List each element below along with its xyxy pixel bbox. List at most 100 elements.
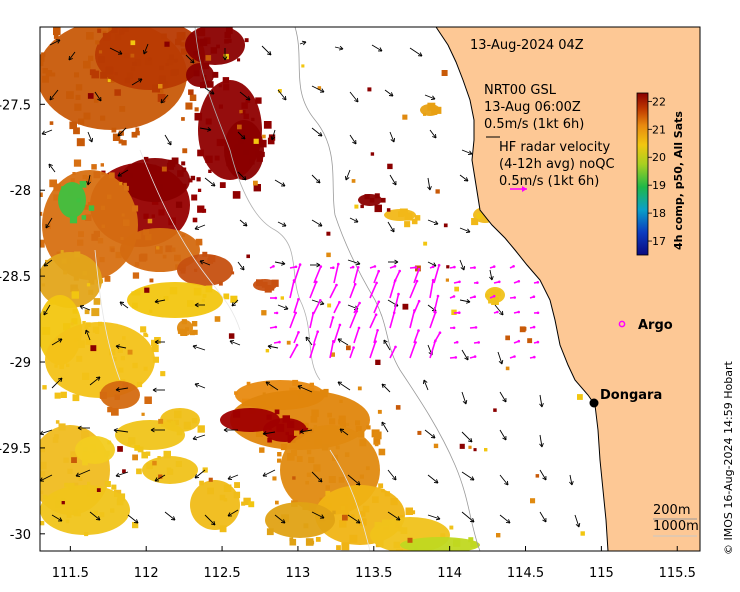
current-arrow (461, 431, 473, 443)
radar-vector-shaft (369, 341, 377, 359)
radar-vector (313, 299, 322, 314)
current-arrow-head (199, 259, 205, 265)
sst-pixel (365, 466, 370, 471)
radar-vector (369, 265, 377, 269)
sst-pixel (180, 268, 186, 274)
radar-vector-tip (393, 279, 397, 282)
sst-pixel (246, 254, 250, 259)
sst-pixel (377, 409, 382, 414)
current-arrow-head (460, 265, 466, 271)
current-arrow-shaft (297, 385, 313, 393)
sst-pixel (164, 95, 169, 100)
sst-pixel (190, 175, 196, 181)
sst-pixel (123, 182, 127, 187)
sst-pixel (164, 41, 170, 47)
current-arrow (51, 338, 63, 346)
current-arrow-head (383, 339, 388, 345)
current-arrow-shaft (459, 227, 471, 233)
sst-pixel (151, 345, 159, 353)
sst-pixel (374, 204, 382, 213)
current-arrow (89, 376, 101, 386)
current-arrow-shaft (185, 54, 195, 64)
current-arrow-head (352, 139, 357, 145)
radar-vector (353, 301, 361, 314)
sst-pixel (187, 300, 194, 307)
current-arrow (311, 219, 323, 227)
current-arrow-shaft (569, 474, 573, 486)
sst-pixel (69, 121, 77, 130)
y-tick-label: -30 (10, 528, 31, 543)
radar-vector-tip (377, 300, 381, 304)
current-arrow-shaft (127, 514, 139, 524)
isobath-line (94, 249, 121, 381)
sst-pixel (90, 345, 97, 352)
current-arrow-head (115, 344, 120, 349)
current-arrow (239, 91, 251, 101)
sst-pixel (165, 63, 169, 66)
current-arrow-shaft (43, 304, 51, 316)
sst-pixel (317, 86, 322, 90)
current-arrow-head (433, 479, 439, 484)
sst-pixel (185, 102, 193, 110)
sst-pixel (71, 457, 77, 463)
sst-pixel (116, 498, 124, 506)
sst-pixel (194, 112, 203, 121)
sst-pixel (162, 254, 167, 259)
sst-pixel (192, 217, 198, 223)
sst-pixel (374, 521, 381, 529)
current-arrow-head (435, 515, 441, 521)
current-arrow (154, 339, 165, 345)
sst-pixel (102, 32, 111, 41)
current-arrow (192, 434, 206, 441)
radar-vector-tip (353, 282, 357, 286)
current-arrow-shaft (389, 131, 395, 143)
sst-pixel (144, 287, 150, 293)
sst-pixel (193, 287, 202, 296)
sst-pixel (473, 448, 477, 452)
sst-pixel (151, 214, 155, 218)
current-arrow-shaft (271, 129, 276, 141)
sst-pixel (92, 449, 97, 453)
sst-pixel (132, 61, 137, 66)
sst-pixel (107, 440, 112, 445)
sst-pixel (20, 466, 24, 470)
sst-pixel (180, 329, 187, 336)
current-arrow-shaft (115, 471, 129, 477)
radar-vector (289, 311, 298, 329)
sst-pixel (302, 427, 309, 434)
sst-pixel (530, 498, 536, 504)
radar-vector (269, 265, 275, 269)
radar-vector-tip (393, 264, 397, 268)
current-arrow-shaft (227, 509, 239, 517)
current-arrow-shaft (48, 163, 56, 173)
sst-pixel (122, 336, 126, 340)
sst-pixel (411, 218, 418, 225)
sst-patch (120, 158, 190, 202)
current-arrow-head (170, 516, 176, 521)
current-arrow-head (152, 387, 157, 393)
sst-pixel (302, 503, 309, 510)
sst-pixel (89, 69, 96, 76)
radar-vector-tip (297, 331, 300, 334)
sst-pixel (101, 224, 106, 229)
current-arrow (117, 127, 127, 137)
radar-vector-tip (436, 294, 440, 298)
sst-pixel (72, 394, 80, 402)
sst-pixel (281, 514, 289, 523)
x-tick-label: 114.5 (507, 566, 544, 581)
sst-pixel (413, 546, 418, 551)
current-arrow-head (337, 381, 343, 386)
sst-pixel (198, 241, 203, 246)
sst-pixel (384, 491, 390, 497)
current-arrow-head (433, 220, 439, 226)
sst-pixel (310, 415, 318, 423)
isobath-1000m-label: 1000m (653, 519, 699, 534)
sst-pixel (255, 150, 262, 157)
current-arrow (223, 427, 238, 433)
current-arrow-shaft (194, 383, 206, 389)
sst-pixel (152, 356, 159, 363)
current-arrow-shaft (347, 514, 361, 524)
sst-pixel (407, 537, 413, 543)
sst-pixel (358, 430, 365, 438)
current-arrow-shaft (371, 44, 383, 52)
